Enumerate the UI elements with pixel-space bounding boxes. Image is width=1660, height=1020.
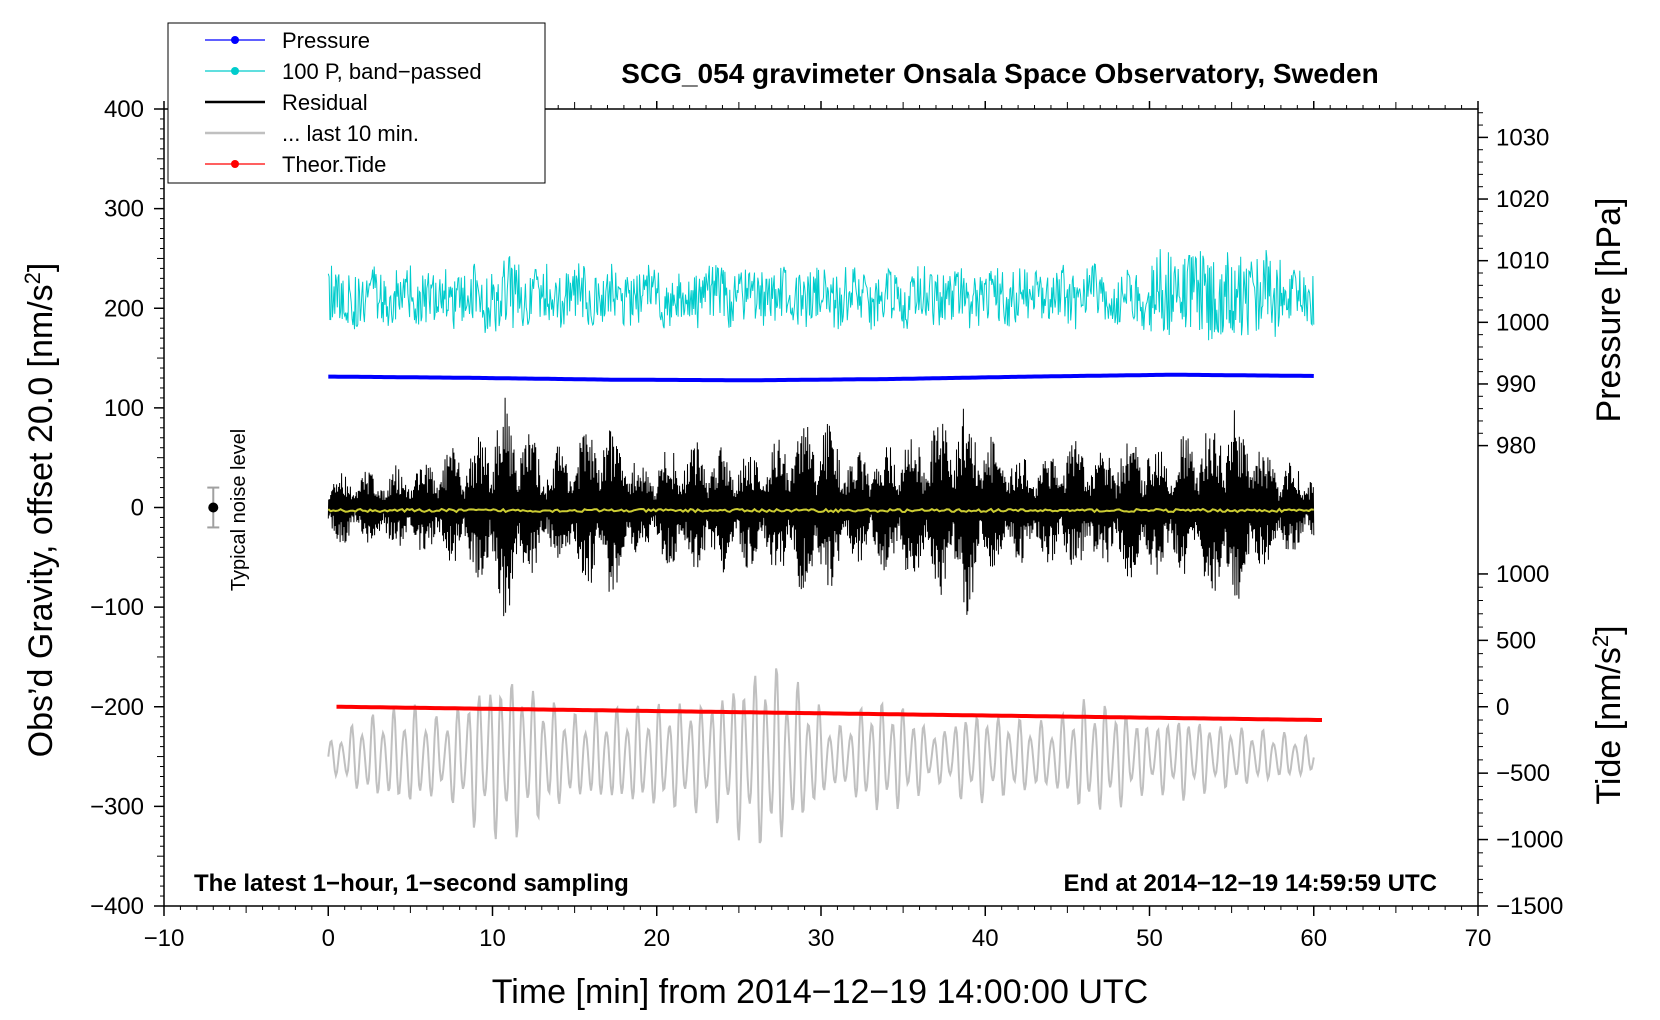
legend-label: 100 P, band−passed bbox=[282, 59, 482, 84]
left-tick-label: −300 bbox=[90, 793, 144, 820]
chart-title: SCG_054 gravimeter Onsala Space Observat… bbox=[621, 58, 1378, 89]
series-layer bbox=[327, 249, 1322, 844]
left-tick-label: 200 bbox=[104, 295, 144, 322]
left-y-axis: −400 −300 −200 −100 0 100 200 300 400 bbox=[90, 96, 164, 920]
x-tick-label: −10 bbox=[144, 925, 185, 952]
legend: Pressure 100 P, band−passed Residual ... la… bbox=[167, 22, 546, 184]
pressure-axis-title: Pressure [hPa] bbox=[1590, 198, 1628, 423]
tide-tick-label: −1500 bbox=[1496, 893, 1563, 920]
annotation-sampling: The latest 1−hour, 1−second sampling bbox=[194, 870, 629, 897]
series-band-passed-pressure bbox=[327, 249, 1315, 341]
x-tick-label: 40 bbox=[972, 925, 999, 952]
annotation-end-time: End at 2014−12−19 14:59:59 UTC bbox=[1063, 870, 1437, 897]
left-tick-label: 400 bbox=[104, 96, 144, 123]
left-tick-label: 300 bbox=[104, 196, 144, 223]
series-theoretical-tide bbox=[336, 704, 1322, 722]
tide-tick-label: 1000 bbox=[1496, 561, 1549, 588]
legend-label: Residual bbox=[282, 90, 368, 115]
left-axis-title-main: Obs’d Gravity, offset 20.0 [nm/s bbox=[22, 284, 60, 757]
pressure-tick-label: 1020 bbox=[1496, 186, 1549, 213]
pressure-tick-label: 1030 bbox=[1496, 124, 1549, 151]
x-tick-label: 20 bbox=[643, 925, 670, 952]
x-axis: −10 0 10 20 30 40 50 60 70 bbox=[144, 101, 1492, 952]
series-pressure bbox=[328, 372, 1314, 383]
pressure-tick-label: 990 bbox=[1496, 371, 1536, 398]
series-last-10-min bbox=[327, 668, 1315, 844]
left-tick-label: −100 bbox=[90, 594, 144, 621]
tide-tick-label: 0 bbox=[1496, 694, 1509, 721]
left-tick-label: 100 bbox=[104, 395, 144, 422]
left-tick-label: −200 bbox=[90, 694, 144, 721]
pressure-axis: 980 990 1000 1010 1020 1030 bbox=[1478, 112, 1549, 460]
series-smoothed-residual bbox=[327, 507, 1314, 514]
left-tick-label: −400 bbox=[90, 893, 144, 920]
noise-level-marker: Typical noise level bbox=[207, 429, 250, 591]
legend-label: Pressure bbox=[282, 28, 370, 53]
x-tick-label: 70 bbox=[1465, 925, 1492, 952]
tide-axis-title-sup: 2 bbox=[1588, 635, 1613, 647]
legend-dot bbox=[231, 36, 239, 44]
pressure-tick-label: 1010 bbox=[1496, 248, 1549, 275]
left-axis-title-end: ] bbox=[22, 263, 60, 272]
pressure-tick-label: 980 bbox=[1496, 433, 1536, 460]
tide-axis-title-end: ] bbox=[1590, 625, 1628, 634]
x-axis-title: Time [min] from 2014−12−19 14:00:00 UTC bbox=[492, 973, 1148, 1011]
x-tick-label: 10 bbox=[479, 925, 506, 952]
left-tick-label: 0 bbox=[131, 495, 144, 522]
noise-level-label: Typical noise level bbox=[228, 429, 250, 591]
left-axis-title: Obs’d Gravity, offset 20.0 [nm/s2] bbox=[20, 263, 60, 758]
tide-tick-label: −1000 bbox=[1496, 827, 1563, 854]
x-tick-label: 60 bbox=[1300, 925, 1327, 952]
legend-label: ... last 10 min. bbox=[282, 121, 419, 146]
pressure-tick-label: 1000 bbox=[1496, 309, 1549, 336]
left-axis-title-sup: 2 bbox=[20, 272, 45, 284]
tide-tick-label: 500 bbox=[1496, 627, 1536, 654]
tide-tick-label: −500 bbox=[1496, 760, 1550, 787]
tide-axis-title: Tide [nm/s2] bbox=[1588, 625, 1628, 804]
noise-bar-dot bbox=[208, 502, 219, 513]
legend-dot bbox=[231, 160, 239, 168]
x-tick-label: 0 bbox=[322, 925, 335, 952]
series-residual bbox=[327, 397, 1315, 617]
x-tick-label: 30 bbox=[808, 925, 835, 952]
legend-dot bbox=[231, 67, 239, 75]
x-tick-label: 50 bbox=[1136, 925, 1163, 952]
tide-axis: −1500 −1000 −500 0 500 1000 bbox=[1478, 561, 1563, 920]
tide-axis-title-main: Tide [nm/s bbox=[1590, 647, 1628, 804]
legend-label: Theor.Tide bbox=[282, 152, 386, 177]
